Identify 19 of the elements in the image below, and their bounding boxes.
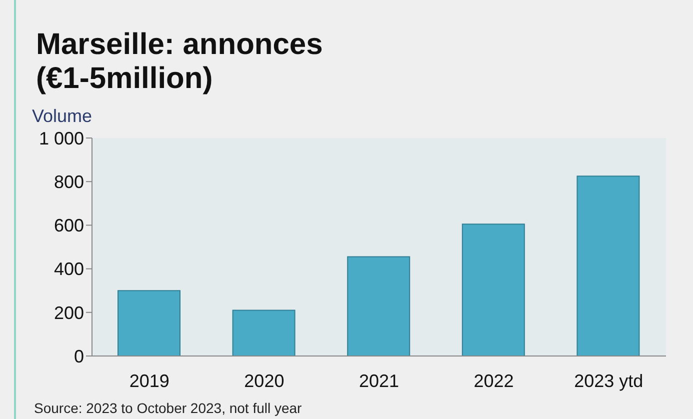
x-tick-label: 2019: [129, 370, 170, 391]
bar: [232, 310, 296, 356]
y-tick-label: 800: [54, 172, 84, 192]
source-note: Source: 2023 to October 2023, not full year: [34, 400, 302, 416]
chart-title: Marseille: annonces (€1-5million): [36, 28, 323, 96]
bar: [576, 176, 640, 356]
y-tick-label: 1 000: [38, 128, 84, 148]
bar: [347, 256, 410, 356]
y-tick-label: 400: [54, 259, 84, 280]
x-tick-label: 2022: [474, 370, 514, 391]
y-tick-label: 600: [54, 216, 84, 236]
y-tick-label: 200: [54, 302, 84, 323]
x-tick-label: 2021: [358, 370, 400, 391]
bar: [462, 224, 525, 356]
y-axis-title: Volume: [32, 106, 92, 127]
x-tick-label: 2023 ytd: [574, 370, 644, 391]
x-tick-label: 2020: [244, 370, 284, 391]
bar: [118, 290, 180, 356]
y-tick-label: 0: [74, 346, 84, 366]
